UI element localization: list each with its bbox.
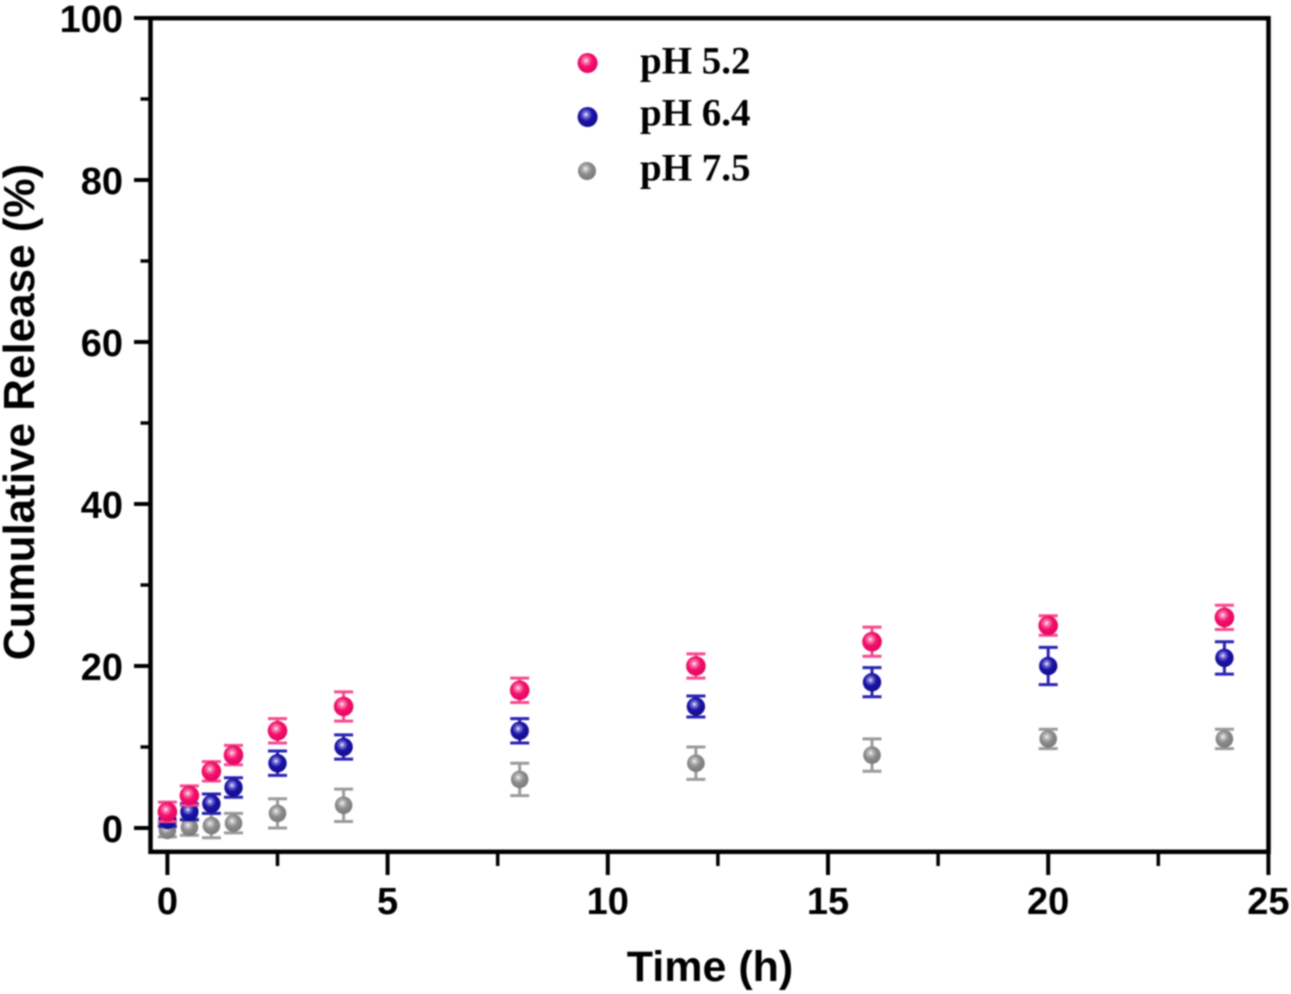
svg-text:40: 40 [81,485,123,527]
svg-text:0: 0 [157,881,178,923]
svg-text:20: 20 [1027,881,1069,923]
svg-text:pH 6.4: pH 6.4 [640,92,751,135]
svg-text:25: 25 [1247,881,1289,923]
svg-text:Cumulative Release (%): Cumulative Release (%) [0,164,44,660]
svg-text:pH 5.2: pH 5.2 [640,40,751,83]
svg-text:Time (h): Time (h) [627,943,793,991]
svg-text:100: 100 [60,0,123,41]
svg-text:60: 60 [81,323,123,365]
svg-text:pH 7.5: pH 7.5 [640,147,751,190]
svg-text:80: 80 [81,161,123,203]
svg-text:0: 0 [102,809,123,851]
svg-text:10: 10 [587,881,629,923]
svg-text:15: 15 [807,881,849,923]
svg-text:20: 20 [81,647,123,689]
svg-text:5: 5 [377,881,398,923]
